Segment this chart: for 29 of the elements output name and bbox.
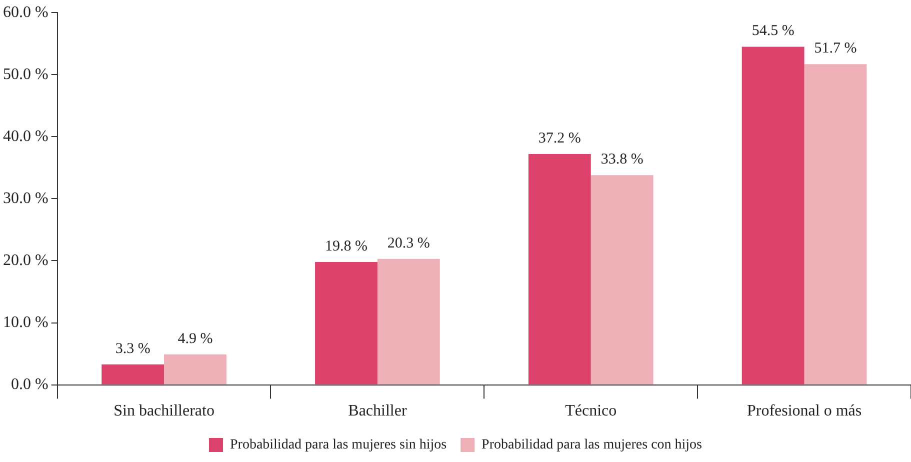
y-tick-label: 50.0 % — [3, 66, 48, 83]
data-label: 37.2 % — [538, 130, 581, 146]
y-tick-label: 10.0 % — [3, 314, 48, 331]
x-tick-label: Sin bachillerato — [114, 402, 214, 420]
y-tick-label: 40.0 % — [3, 128, 48, 145]
y-tick-label: 20.0 % — [3, 252, 48, 269]
bar — [377, 258, 440, 384]
x-tick-label: Bachiller — [348, 402, 408, 420]
data-label: 19.8 % — [324, 238, 368, 254]
x-tick-label: Técnico — [565, 402, 617, 420]
y-tick-label: 30.0 % — [3, 190, 48, 207]
bar — [528, 154, 591, 384]
bar — [742, 46, 804, 384]
x-tick-label: Profesional o más — [746, 402, 862, 420]
data-label: 51.7 % — [814, 40, 857, 57]
bar — [102, 364, 164, 384]
data-label: 20.3 % — [387, 235, 430, 252]
data-label: 4.9 % — [178, 330, 213, 347]
legend-label: Probabilidad para las mujeres sin hijos — [230, 438, 447, 453]
bar — [804, 64, 867, 384]
bar — [590, 175, 654, 384]
legend-label: Probabilidad para las mujeres con hijos — [482, 438, 702, 453]
y-tick-label: 0.0 % — [11, 376, 48, 394]
data-label: 33.8 % — [600, 152, 644, 168]
bar — [315, 262, 378, 384]
data-label: 3.3 % — [115, 340, 150, 357]
y-tick-label: 60.0 % — [3, 4, 48, 21]
data-label: 54.5 % — [752, 23, 794, 40]
bar — [164, 354, 226, 384]
